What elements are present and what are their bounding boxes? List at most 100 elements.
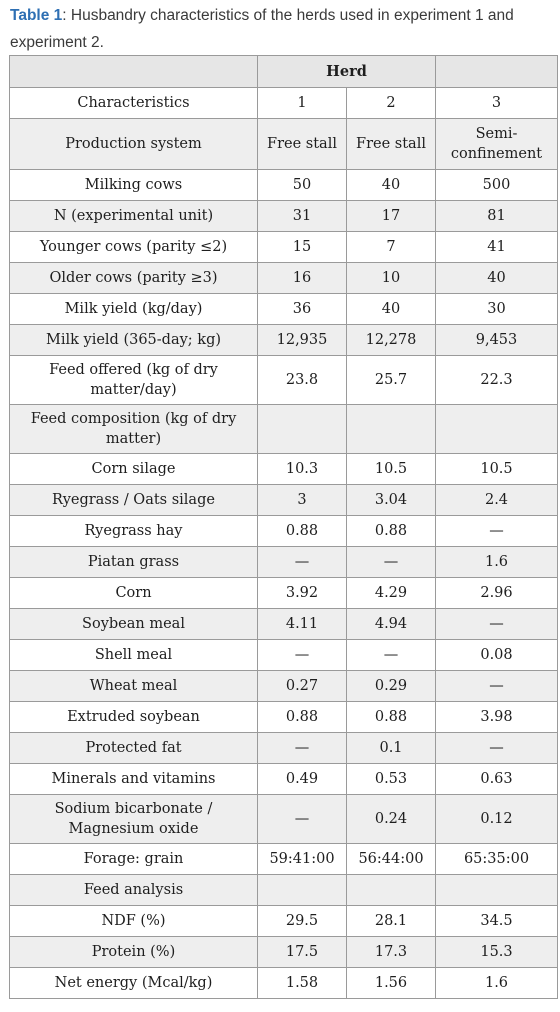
herd-1-value-cell: 0.88 [257, 701, 347, 733]
herd-2-value-cell: 2 [346, 87, 436, 119]
herd-3-value-cell: 1.6 [435, 967, 558, 999]
herd-1-value-cell: — [257, 639, 347, 671]
herd-2-value-cell: 3.04 [346, 484, 436, 516]
table-row: Production system Free stall Free stall Sem… [9, 118, 558, 170]
row-label-cell: Forage: grain [9, 843, 258, 875]
row-label-cell: Younger cows (parity ≤2) [9, 231, 258, 263]
herd-1-value-cell: 1 [257, 87, 347, 119]
herd-3-value-cell: 0.63 [435, 763, 558, 795]
table-row: Sodium bicarbonate / Magnesium oxide —0.2… [9, 794, 558, 844]
herd-2-value-cell: 4.94 [346, 608, 436, 640]
herd-3-value-cell: 3.98 [435, 701, 558, 733]
herd-3-value-cell: 3 [435, 87, 558, 119]
herd-1-value-cell: — [257, 732, 347, 764]
herd-1-value-cell: 50 [257, 169, 347, 201]
herd-2-value-cell: 0.88 [346, 515, 436, 547]
herd-1-value-cell: 1.58 [257, 967, 347, 999]
herd-3-value-cell: 0.08 [435, 639, 558, 671]
herd-1-value-cell: 10.3 [257, 453, 347, 485]
herd-3-value-cell: 1.6 [435, 546, 558, 578]
herd-3-value-cell: 2.4 [435, 484, 558, 516]
row-label-cell: Corn silage [9, 453, 258, 485]
table-caption-label: Table 1 [10, 7, 63, 24]
herd-2-value-cell: Free stall [346, 118, 436, 170]
herd-3-value-cell: — [435, 732, 558, 764]
row-label-cell: Ryegrass hay [9, 515, 258, 547]
table-row: Younger cows (parity ≤2) 15 7 41 [9, 231, 558, 263]
herd-3-value-cell [435, 874, 558, 906]
header-cell-empty [9, 55, 258, 88]
herd-1-value-cell: 23.8 [257, 355, 347, 405]
herd-2-value-cell: 0.1 [346, 732, 436, 764]
herd-2-value-cell: 0.24 [346, 794, 436, 844]
herd-2-value-cell: 56:44:00 [346, 843, 436, 875]
herd-2-value-cell: 25.7 [346, 355, 436, 405]
table-row: Older cows (parity ≥3) 16 10 40 [9, 262, 558, 294]
row-label-cell: Wheat meal [9, 670, 258, 702]
row-label-cell: Ryegrass / Oats silage [9, 484, 258, 516]
herd-1-value-cell: 3 [257, 484, 347, 516]
herd-3-value-cell: 81 [435, 200, 558, 232]
herd-2-value-cell: 1.56 [346, 967, 436, 999]
header-cell-herd: Herd [257, 55, 436, 88]
table-row: Protein (%) 17.5 17.3 15.3 [9, 936, 558, 968]
table-row: Forage: grain 59:41:00 56:44:00 65:35:00 [9, 843, 558, 875]
row-label-cell: Net energy (Mcal/kg) [9, 967, 258, 999]
herd-1-value-cell: 4.11 [257, 608, 347, 640]
herd-2-value-cell: 12,278 [346, 324, 436, 356]
herd-1-value-cell [257, 404, 347, 454]
herd-1-value-cell [257, 874, 347, 906]
row-label-cell: Sodium bicarbonate / Magnesium oxide [9, 794, 258, 844]
table-caption-text: : Husbandry characteristics of the herds… [10, 7, 514, 51]
herd-2-value-cell: 0.29 [346, 670, 436, 702]
row-label-cell: Milk yield (365-day; kg) [9, 324, 258, 356]
herd-3-value-cell: — [435, 670, 558, 702]
table-row: Ryegrass hay 0.88 0.88— [9, 515, 558, 547]
row-label-cell: Piatan grass [9, 546, 258, 578]
row-label-cell: Milk yield (kg/day) [9, 293, 258, 325]
herd-1-value-cell: 0.27 [257, 670, 347, 702]
herd-1-value-cell: 36 [257, 293, 347, 325]
herd-1-value-cell: 59:41:00 [257, 843, 347, 875]
herd-2-value-cell: 0.88 [346, 701, 436, 733]
row-label-cell: Characteristics [9, 87, 258, 119]
table-row: Ryegrass / Oats silage 3 3.04 2.4 [9, 484, 558, 516]
table-row: N (experimental unit) 31 17 81 [9, 200, 558, 232]
herd-1-value-cell: 31 [257, 200, 347, 232]
herd-3-value-cell: — [435, 608, 558, 640]
herd-3-value-cell: 34.5 [435, 905, 558, 937]
row-label-cell: Soybean meal [9, 608, 258, 640]
table-row: Feed offered (kg of dry matter/day) 23.8 2… [9, 355, 558, 405]
herd-1-value-cell: 16 [257, 262, 347, 294]
table-row: Net energy (Mcal/kg) 1.58 1.56 1.6 [9, 967, 558, 999]
herd-3-value-cell: 9,453 [435, 324, 558, 356]
herd-3-value-cell: 500 [435, 169, 558, 201]
herd-2-value-cell: 17.3 [346, 936, 436, 968]
table-row: Shell meal — —0.08 [9, 639, 558, 671]
row-label-cell: Protected fat [9, 732, 258, 764]
row-label-cell: Feed composition (kg of dry matter) [9, 404, 258, 454]
table-row: Milking cows 50 40 500 [9, 169, 558, 201]
herd-3-value-cell: 65:35:00 [435, 843, 558, 875]
table-caption: Table 1: Husbandry characteristics of th… [10, 2, 558, 56]
row-label-cell: Feed offered (kg of dry matter/day) [9, 355, 258, 405]
herd-1-value-cell: 12,935 [257, 324, 347, 356]
herd-3-value-cell [435, 404, 558, 454]
herd-2-value-cell: 40 [346, 169, 436, 201]
table-row: NDF (%) 29.5 28.1 34.5 [9, 905, 558, 937]
table-row: Corn 3.92 4.29 2.96 [9, 577, 558, 609]
herd-3-value-cell: Semi-confinement [435, 118, 558, 170]
table-body: Herd Characteristics 1 2 3 Production system… [9, 55, 558, 999]
herd-2-value-cell: 28.1 [346, 905, 436, 937]
herd-1-value-cell: — [257, 794, 347, 844]
herd-1-value-cell: 3.92 [257, 577, 347, 609]
row-label-cell: N (experimental unit) [9, 200, 258, 232]
herd-2-value-cell: 40 [346, 293, 436, 325]
herd-1-value-cell: Free stall [257, 118, 347, 170]
herd-3-value-cell: 10.5 [435, 453, 558, 485]
table-row: Feed analysis [9, 874, 558, 906]
herd-1-value-cell: 0.88 [257, 515, 347, 547]
table-row: Characteristics 1 2 3 [9, 87, 558, 119]
herd-3-value-cell: 2.96 [435, 577, 558, 609]
table-row: Wheat meal 0.27 0.29— [9, 670, 558, 702]
